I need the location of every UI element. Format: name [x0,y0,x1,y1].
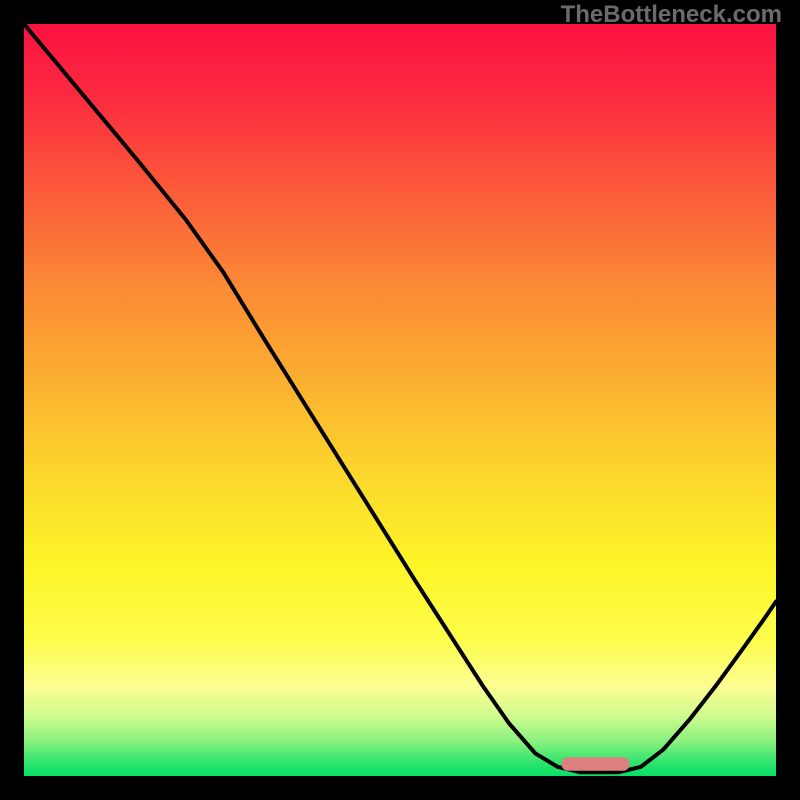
plot-area [24,24,776,776]
watermark-label: TheBottleneck.com [561,1,782,28]
chart-container: TheBottleneck.com [0,0,800,800]
watermark-text: TheBottleneck.com [561,1,782,29]
chart-line-layer [24,24,776,776]
optimal-marker [562,757,630,771]
bottleneck-curve [24,24,776,772]
